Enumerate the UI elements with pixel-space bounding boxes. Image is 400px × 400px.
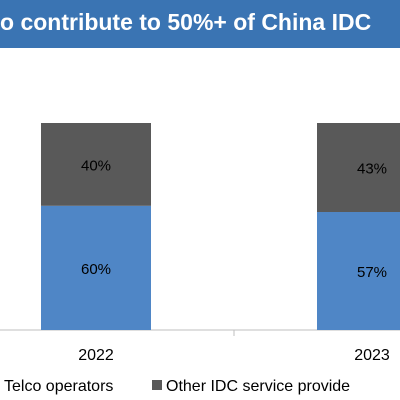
- data-label-other-2022: 40%: [81, 157, 111, 174]
- chart-title: o contribute to 50%+ of China IDC: [0, 9, 372, 35]
- legend-swatch-other: [152, 380, 162, 390]
- x-tick-label-2022: 2022: [78, 347, 114, 364]
- bar-telco-2022: [41, 205, 151, 330]
- data-label-telco-2023: 57%: [357, 264, 387, 281]
- x-tick-label-2023: 2023: [354, 347, 390, 364]
- legend-label-telco: Telco operators: [4, 378, 113, 395]
- title-bar: o contribute to 50%+ of China IDC: [0, 0, 400, 48]
- bar-other-2023: [317, 123, 400, 213]
- bar-telco-2023: [317, 212, 400, 330]
- data-label-other-2023: 43%: [357, 161, 387, 178]
- data-label-telco-2022: 60%: [81, 261, 111, 278]
- legend-label-other: Other IDC service provide: [166, 378, 350, 395]
- bar-other-2022: [41, 123, 151, 206]
